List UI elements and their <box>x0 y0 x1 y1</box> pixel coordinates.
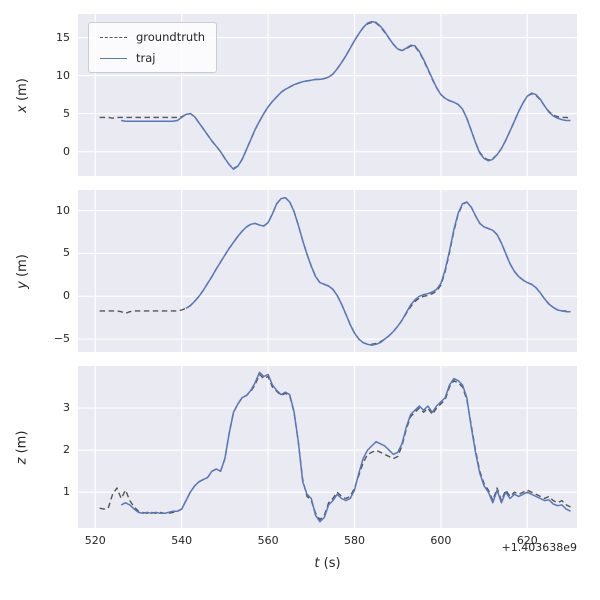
x-axis-offset-text: +1.403638e9 <box>501 541 577 554</box>
y-tick-label: −5 <box>53 332 70 346</box>
plot-area-y <box>78 190 577 352</box>
plot-area-z <box>78 366 577 528</box>
y-tick-label: 0 <box>63 289 70 303</box>
subplot-x: x (m) groundtruth traj <box>15 14 577 176</box>
y-tick-label: 5 <box>63 106 70 120</box>
ylabel-unit-x: (m) <box>14 77 30 101</box>
y-tick-label: 5 <box>63 246 70 260</box>
ylabel-var-x: x <box>14 104 30 113</box>
x-tick-label: 520 <box>84 534 106 547</box>
subplot-y: y (m) <box>15 190 577 352</box>
xlabel-unit: (s) <box>323 556 341 571</box>
legend-label-traj: traj <box>136 51 156 65</box>
legend-label-groundtruth: groundtruth <box>136 30 206 44</box>
y-tick-label: 10 <box>56 203 70 217</box>
legend-item-traj: traj <box>100 51 205 65</box>
x-tick-label: 600 <box>430 534 452 547</box>
ylabel-var-y: y <box>14 280 30 289</box>
y-tick-label: 10 <box>56 68 70 82</box>
traj-solid-line-sample <box>100 57 127 59</box>
y-axis-label-y: y (m) <box>12 190 32 352</box>
legend-item-groundtruth: groundtruth <box>100 30 205 44</box>
x-tick-label: 620 <box>516 534 538 547</box>
y-tick-label: 0 <box>63 144 70 158</box>
x-tick-label: 540 <box>171 534 193 547</box>
groundtruth-dashed-line-sample <box>100 36 127 38</box>
y-axis-label-z: z (m) <box>12 366 32 528</box>
ylabel-var-z: z <box>14 457 30 464</box>
y-axis-label-x: x (m) <box>12 14 32 176</box>
y-tick-label: 2 <box>63 443 70 457</box>
x-tick-label: 560 <box>257 534 279 547</box>
x-axis-label: t (s) <box>78 556 577 571</box>
ylabel-unit-z: (m) <box>14 430 30 453</box>
x-tick-label: 580 <box>344 534 365 547</box>
plot-area-x <box>78 14 577 176</box>
ylabel-unit-y: (m) <box>14 253 30 277</box>
y-tick-label: 1 <box>63 485 70 499</box>
legend: groundtruth traj <box>88 22 218 73</box>
y-tick-label: 3 <box>63 401 70 415</box>
y-tick-label: 15 <box>56 30 70 44</box>
xlabel-var: t <box>314 556 320 571</box>
subplot-z: z (m) <box>15 366 577 528</box>
